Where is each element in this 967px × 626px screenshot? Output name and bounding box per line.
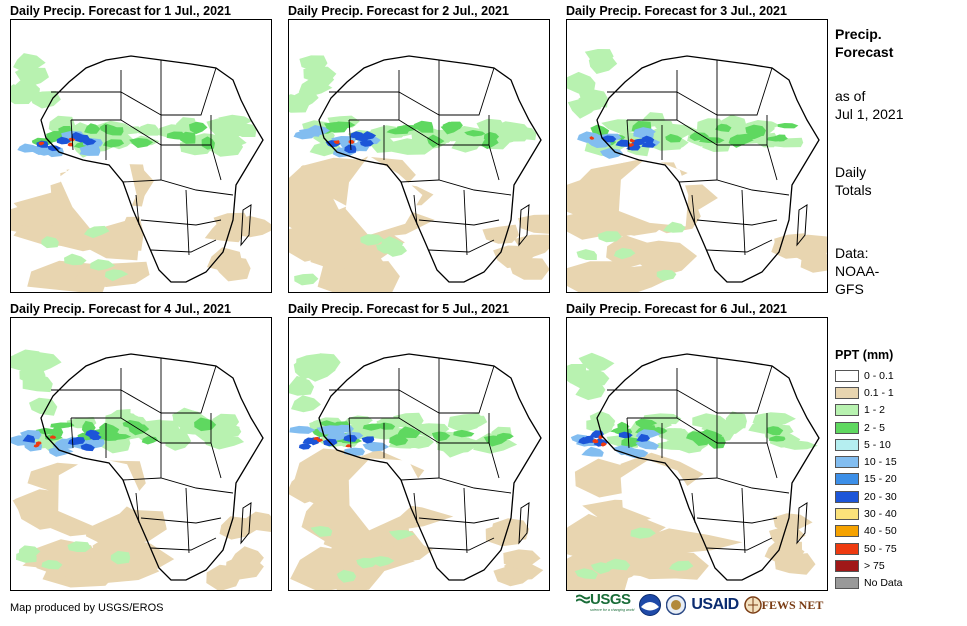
legend-label: 0 - 0.1: [864, 369, 894, 382]
as-of-date: as of Jul 1, 2021: [835, 88, 904, 122]
legend-item: 0 - 0.1: [835, 367, 903, 384]
africa-map-svg: [11, 53, 271, 292]
forecast-panel-1: Daily Precip. Forecast for 1 Jul., 2021: [10, 4, 272, 294]
agency-logos: USGS science for a changing world USAID …: [576, 592, 823, 616]
legend-item: 40 - 50: [835, 523, 903, 540]
precip-map: [10, 19, 272, 293]
precip-map: [10, 317, 272, 591]
legend-swatch: [835, 369, 859, 382]
map-title: Precip. Forecast: [835, 26, 894, 60]
map-credit: Map produced by USGS/EROS: [10, 602, 164, 614]
legend-label: 1 - 2: [864, 404, 886, 417]
legend-swatch: [835, 421, 859, 434]
forecast-panel-5: Daily Precip. Forecast for 5 Jul., 2021: [288, 302, 550, 592]
legend-title: PPT (mm): [835, 348, 894, 362]
usgs-logo: USGS science for a changing world: [576, 592, 634, 616]
precip-map: [566, 19, 828, 293]
forecast-panel-6: Daily Precip. Forecast for 6 Jul., 2021: [566, 302, 828, 592]
africa-map-svg: [289, 55, 549, 292]
legend-swatch: [835, 508, 859, 521]
precip-legend: PPT (mm) 0 - 0.1 0.1 - 1 1 - 2 2 - 5 5 - 10 1…: [835, 348, 903, 592]
forecast-panel-4: Daily Precip. Forecast for 4 Jul., 2021: [10, 302, 272, 592]
africa-map-svg: [567, 49, 827, 292]
legend-swatch: [835, 490, 859, 503]
globe-icon: [743, 596, 762, 614]
legend-swatch: [835, 438, 859, 451]
panel-title: Daily Precip. Forecast for 4 Jul., 2021: [10, 302, 231, 316]
legend-swatch: [835, 456, 859, 469]
panel-title: Daily Precip. Forecast for 1 Jul., 2021: [10, 4, 231, 18]
legend-label: 0.1 - 1: [864, 386, 894, 399]
legend-label: 15 - 20: [864, 473, 897, 486]
legend-label: 20 - 30: [864, 490, 897, 503]
legend-label: 40 - 50: [864, 525, 897, 538]
panel-title: Daily Precip. Forecast for 3 Jul., 2021: [566, 4, 787, 18]
legend-swatch: [835, 542, 859, 555]
forecast-panel-3: Daily Precip. Forecast for 3 Jul., 2021: [566, 4, 828, 294]
legend-swatch: [835, 577, 859, 590]
legend-label: 10 - 15: [864, 456, 897, 469]
precip-map: [288, 317, 550, 591]
legend-label: 2 - 5: [864, 421, 886, 434]
legend-swatch: [835, 473, 859, 486]
legend-item: 5 - 10: [835, 436, 903, 453]
legend-item: 30 - 40: [835, 505, 903, 522]
legend-label: No Data: [864, 577, 903, 590]
legend-item: 50 - 75: [835, 540, 903, 557]
legend-item: 10 - 15: [835, 453, 903, 470]
data-source: Data: NOAA- GFS: [835, 245, 880, 297]
fews-net-logo: FEWS NET: [743, 596, 823, 614]
legend-item: > 75: [835, 557, 903, 574]
africa-map-svg: [567, 352, 820, 590]
legend-label: 5 - 10: [864, 438, 891, 451]
legend-item: No Data: [835, 575, 903, 592]
legend-item: 15 - 20: [835, 471, 903, 488]
africa-map-svg: [289, 353, 544, 590]
precip-map: [288, 19, 550, 293]
legend-item: 1 - 2: [835, 402, 903, 419]
forecast-panel-2: Daily Precip. Forecast for 2 Jul., 2021: [288, 4, 550, 294]
panel-title: Daily Precip. Forecast for 2 Jul., 2021: [288, 4, 509, 18]
noaa-logo-icon: [639, 594, 662, 616]
legend-label: 30 - 40: [864, 508, 897, 521]
legend-swatch: [835, 386, 859, 399]
usaid-logo: USAID: [691, 596, 739, 613]
precip-map: [566, 317, 828, 591]
legend-swatch: [835, 525, 859, 538]
legend-item: 2 - 5: [835, 419, 903, 436]
panel-title: Daily Precip. Forecast for 6 Jul., 2021: [566, 302, 787, 316]
legend-swatch: [835, 559, 859, 572]
panel-title: Daily Precip. Forecast for 5 Jul., 2021: [288, 302, 509, 316]
legend-item: 0.1 - 1: [835, 384, 903, 401]
legend-label: > 75: [864, 559, 885, 572]
legend-item: 20 - 30: [835, 488, 903, 505]
daily-totals-label: Daily Totals: [835, 164, 872, 198]
dos-seal-icon: [666, 595, 687, 615]
africa-map-svg: [11, 349, 271, 590]
usgs-wave-icon: [576, 594, 590, 604]
legend-label: 50 - 75: [864, 542, 897, 555]
legend-swatch: [835, 404, 859, 417]
